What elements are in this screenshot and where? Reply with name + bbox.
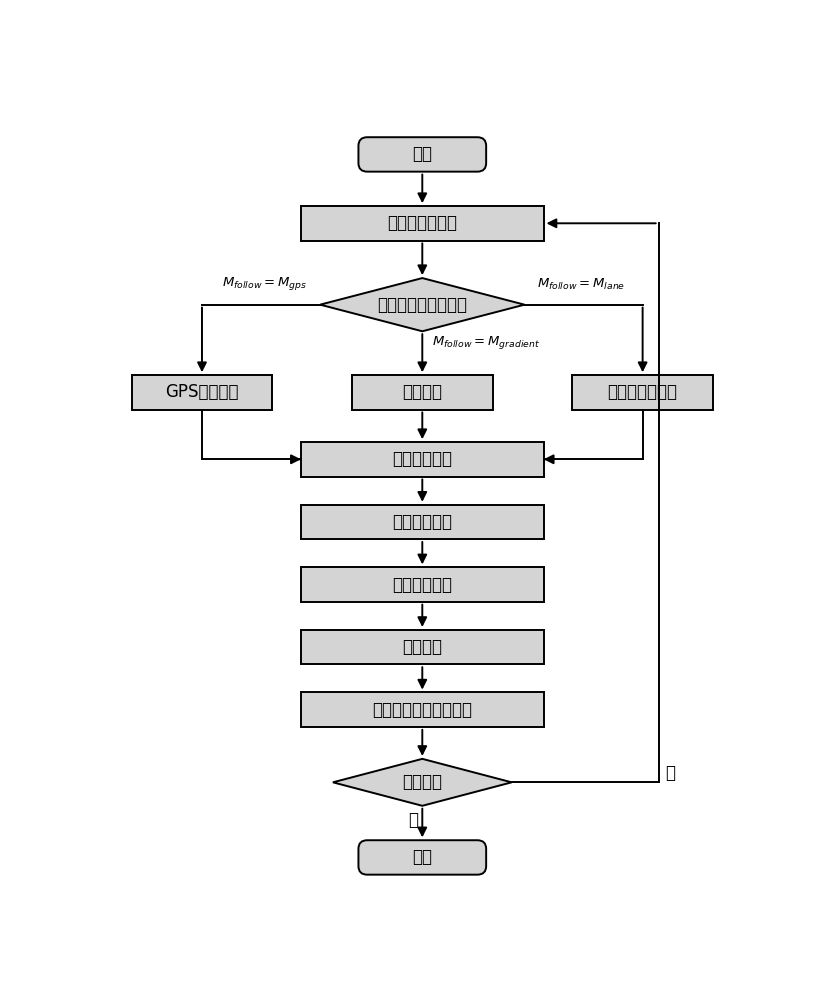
Text: 结束: 结束	[412, 848, 433, 866]
Text: 初始化跟随模式: 初始化跟随模式	[387, 214, 457, 232]
Bar	[301, 206, 544, 241]
Text: 开始: 开始	[412, 145, 433, 163]
Text: 车道状态识别: 车道状态识别	[392, 450, 452, 468]
Text: $M_{follow}=M_{gps}$: $M_{follow}=M_{gps}$	[222, 275, 307, 292]
Polygon shape	[333, 759, 512, 806]
Bar	[301, 442, 544, 477]
Text: $M_{follow}=M_{lane}$: $M_{follow}=M_{lane}$	[537, 277, 625, 292]
FancyBboxPatch shape	[358, 137, 486, 172]
Text: $M_{follow}=M_{gradient}$: $M_{follow}=M_{gradient}$	[432, 334, 540, 351]
Bar	[301, 692, 544, 727]
Text: GPS跟随模式: GPS跟随模式	[166, 383, 239, 401]
Bar	[301, 567, 544, 602]
Bar	[573, 375, 713, 410]
Polygon shape	[320, 278, 525, 331]
Bar	[301, 630, 544, 664]
FancyBboxPatch shape	[358, 840, 486, 875]
Bar	[352, 375, 493, 410]
Bar	[132, 375, 272, 410]
Text: 容错误差计算: 容错误差计算	[392, 513, 452, 531]
Text: 车道线跟随模式: 车道线跟随模式	[607, 383, 677, 401]
Bar	[301, 505, 544, 539]
Text: 跟随模式更新: 跟随模式更新	[392, 576, 452, 594]
Text: 规划轨迹: 规划轨迹	[402, 638, 442, 656]
Text: 是: 是	[408, 811, 418, 829]
Text: 判断当前的跟随模式: 判断当前的跟随模式	[377, 296, 467, 314]
Text: 渐变模式: 渐变模式	[402, 383, 442, 401]
Text: 否: 否	[665, 764, 675, 782]
Text: 将轨迹传至跟踪控制器: 将轨迹传至跟踪控制器	[372, 701, 472, 719]
Text: 是否终止: 是否终止	[402, 773, 442, 791]
